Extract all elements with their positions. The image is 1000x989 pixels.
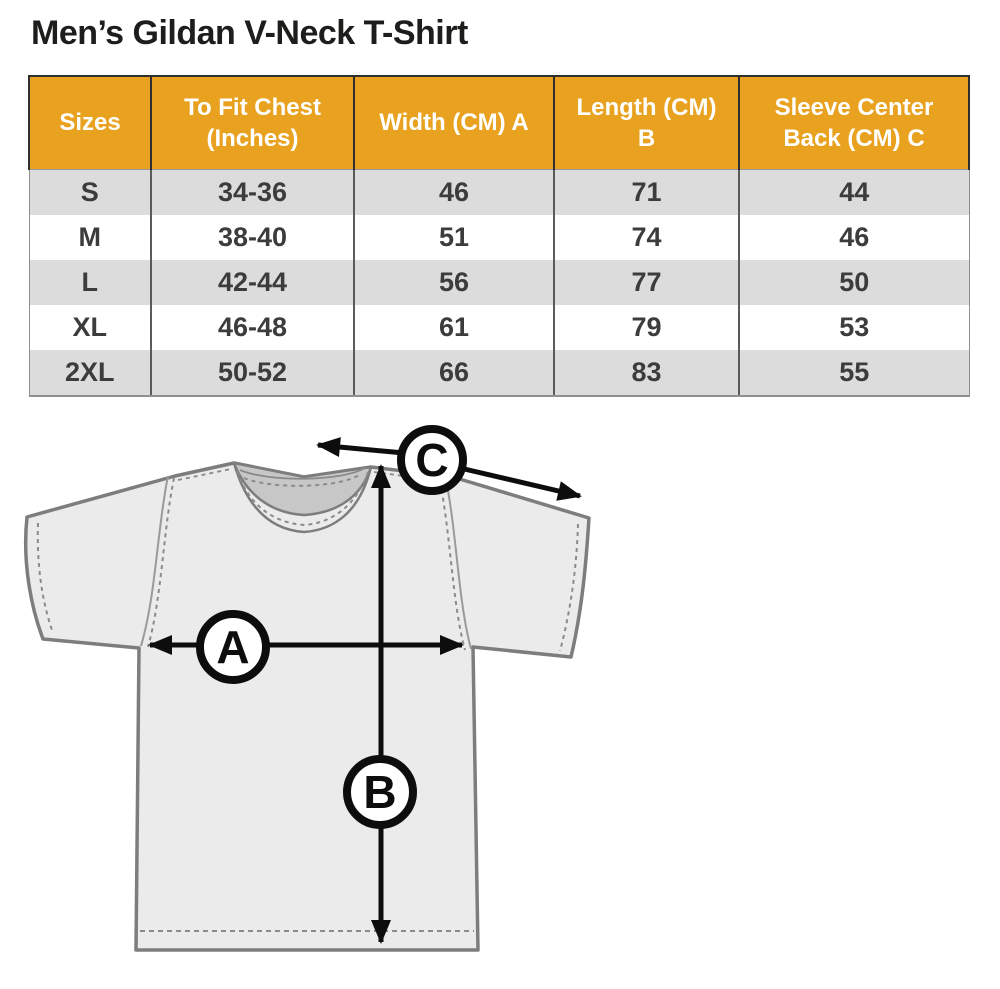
left-sleeve-hem-stitch	[36, 522, 54, 634]
label-c-circle	[397, 425, 467, 495]
right-sleeve-hem-stitch	[559, 523, 579, 652]
length-cell: 74	[553, 215, 739, 260]
width-cell: 66	[353, 350, 554, 397]
length-cell: 71	[553, 169, 739, 215]
table-row-2xl: 2XL 50-52 66 83 55	[28, 350, 970, 397]
header-label: Length (CM) B	[576, 93, 717, 152]
sleeve-cell: 55	[738, 350, 970, 397]
sleeve-cell: 53	[738, 305, 970, 350]
sleeve-cell: 46	[738, 215, 970, 260]
left-shoulder-stitch	[177, 468, 232, 481]
chest-cell: 46-48	[150, 305, 354, 350]
chest-cell: 34-36	[150, 169, 354, 215]
header-cell-sizes: Sizes	[28, 75, 151, 170]
size-cell: S	[28, 169, 151, 215]
length-cell: 83	[553, 350, 739, 397]
table-row-s: S 34-36 46 71 44	[28, 169, 970, 215]
chest-cell: 50-52	[150, 350, 354, 397]
collar-front-edge	[232, 462, 373, 534]
size-chart-header: Sizes To Fit Chest (Inches) Width (CM) A…	[28, 75, 970, 170]
header-cell-sleeve: Sleeve Center Back (CM) C	[738, 75, 970, 170]
table-row-xl: XL 46-48 61 79 53	[28, 305, 970, 350]
header-cell-chest: To Fit Chest (Inches)	[150, 75, 354, 170]
sleeve-cell: 44	[738, 169, 970, 215]
tshirt-outline	[23, 461, 591, 952]
size-cell: M	[28, 215, 151, 260]
width-cell: 61	[353, 305, 554, 350]
size-chart-table: Sizes To Fit Chest (Inches) Width (CM) A…	[28, 75, 970, 397]
table-row-l: L 42-44 56 77 50	[28, 260, 970, 305]
collar-stitch-line	[236, 470, 369, 527]
right-armhole-seam	[445, 479, 472, 650]
label-a-circle	[196, 610, 270, 684]
length-cell: 79	[553, 305, 739, 350]
label-a: A	[216, 621, 249, 673]
header-label: Sleeve Center Back (CM) C	[774, 93, 934, 152]
chest-cell: 42-44	[150, 260, 354, 305]
table-row-m: M 38-40 51 74 46	[28, 215, 970, 260]
label-c: C	[415, 434, 448, 486]
back-collar-seam	[239, 467, 366, 480]
header-label: To Fit Chest (Inches)	[184, 93, 321, 152]
measurement-arrow-c-right	[459, 465, 582, 501]
page-title: Men’s Gildan V-Neck T-Shirt	[31, 14, 468, 52]
size-cell: L	[28, 260, 151, 305]
chest-cell: 38-40	[150, 215, 354, 260]
header-cell-width: Width (CM) A	[353, 75, 554, 170]
length-cell: 77	[553, 260, 739, 305]
size-cell: XL	[28, 305, 151, 350]
label-b: B	[363, 766, 396, 818]
header-label: Sizes	[59, 109, 121, 137]
width-cell: 56	[353, 260, 554, 305]
left-armhole-seam	[140, 475, 169, 647]
left-armhole-stitch	[147, 477, 175, 648]
sleeve-cell: 50	[738, 260, 970, 305]
width-cell: 46	[353, 169, 554, 215]
size-cell: 2XL	[28, 350, 151, 397]
tshirt-measurement-diagram: A B C	[23, 425, 591, 952]
back-collar-stitch-line	[243, 473, 362, 487]
label-b-circle	[343, 755, 417, 829]
measurement-arrow-c-left	[316, 437, 405, 457]
width-cell: 51	[353, 215, 554, 260]
header-label: Width (CM) A	[379, 109, 529, 137]
header-cell-length: Length (CM) B	[553, 75, 739, 170]
